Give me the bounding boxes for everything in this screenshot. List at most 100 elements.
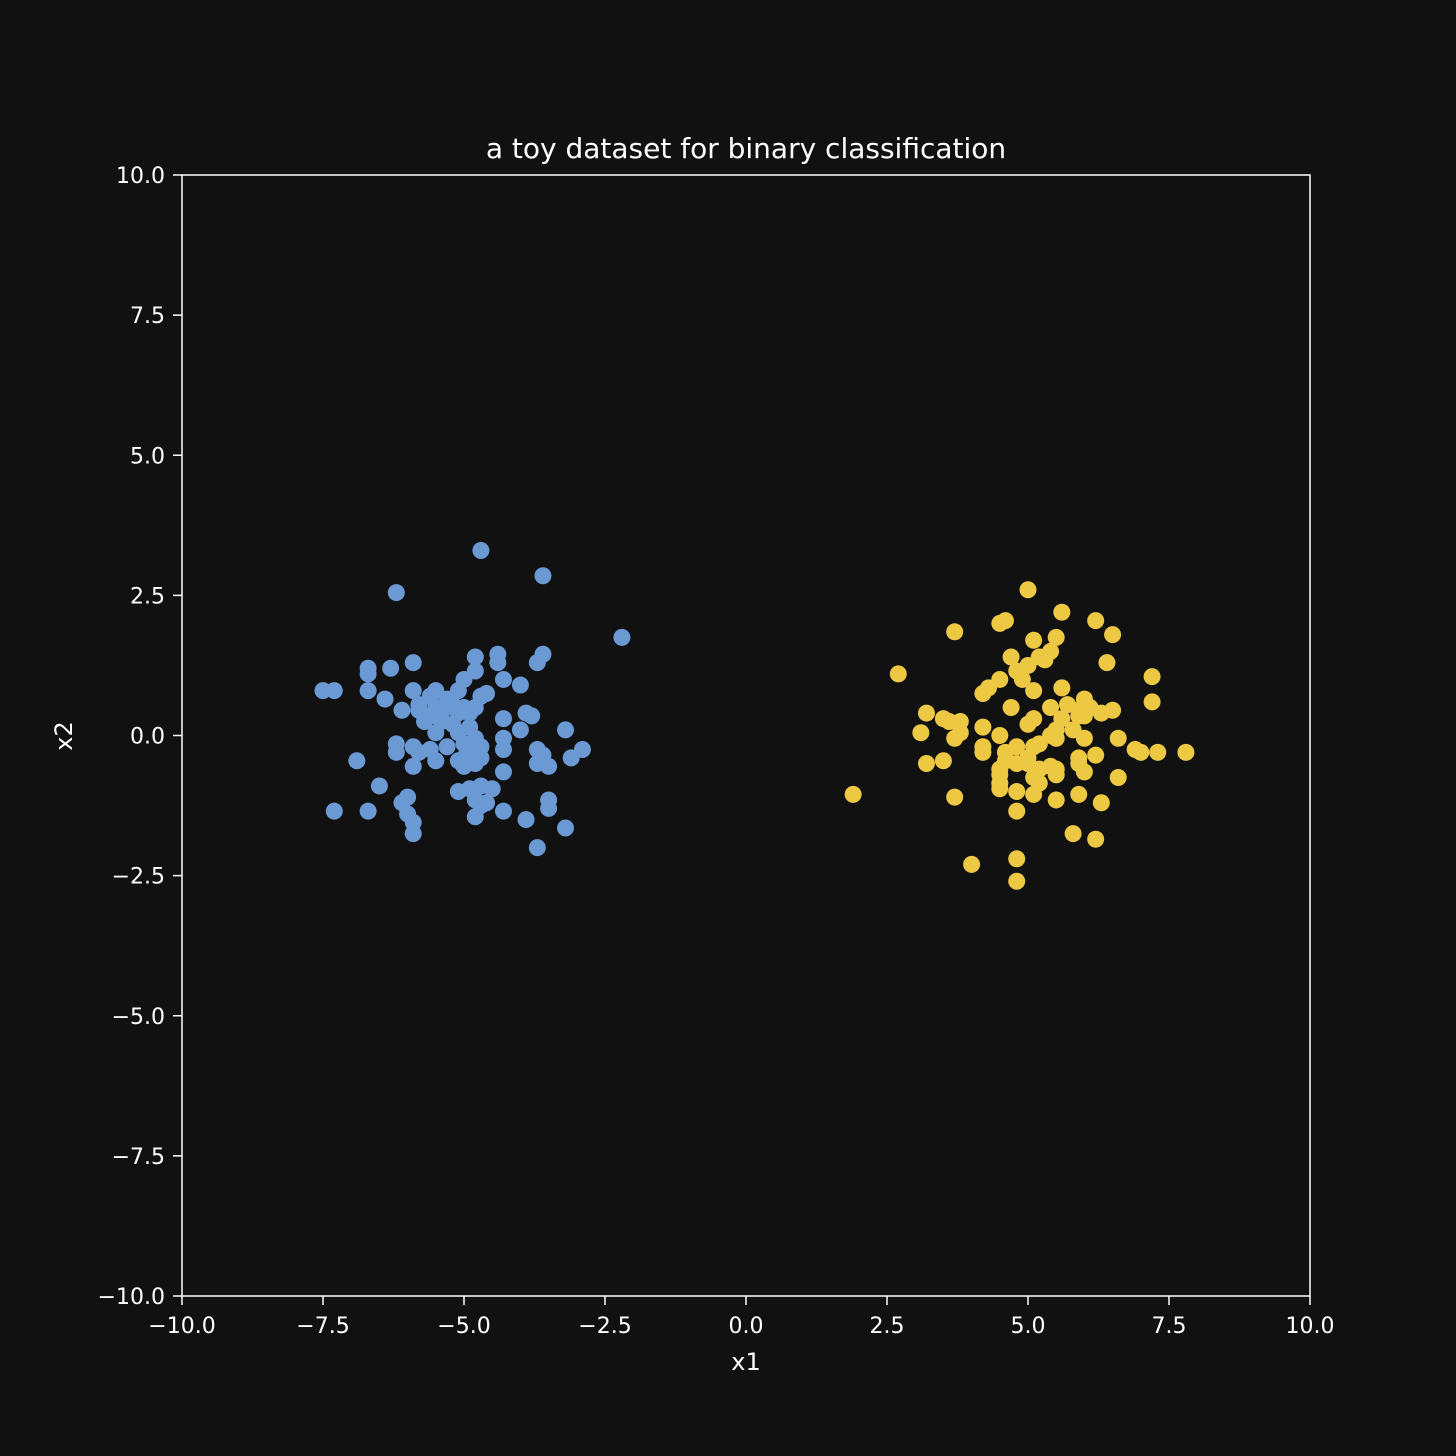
data-point [946,729,964,747]
data-point [1092,794,1110,812]
y-tick-label: −10.0 [98,1285,165,1310]
x-tick-label: 7.5 [1152,1314,1187,1339]
data-point [1019,581,1037,599]
data-point [974,718,992,736]
y-tick-label: 2.5 [130,584,165,609]
data-point [1092,704,1110,722]
data-point [557,721,575,739]
data-point [489,654,507,672]
data-point [1047,766,1065,784]
data-point [393,701,411,719]
data-point [466,755,484,773]
data-point [1087,830,1105,848]
data-point [404,654,422,672]
data-point [912,724,930,742]
x-tick-label: −10.0 [148,1314,215,1339]
chart-title: a toy dataset for binary classification [486,132,1006,165]
data-point [1025,785,1043,803]
data-point [991,780,1009,798]
y-tick-label: 0.0 [130,725,165,750]
data-point [370,777,388,795]
x-tick-label: 0.0 [729,1314,764,1339]
y-tick-label: −2.5 [112,865,165,890]
data-point [1008,783,1026,801]
data-point [1132,743,1150,761]
data-point [472,542,490,560]
data-point [1075,707,1093,725]
data-point [382,659,400,677]
data-point [376,690,394,708]
data-point [1177,743,1195,761]
data-point [562,749,580,767]
x-tick-label: 5.0 [1011,1314,1046,1339]
data-point [613,628,631,646]
data-point [511,721,529,739]
data-point [917,704,935,722]
data-point [1042,698,1060,716]
data-point [1047,729,1065,747]
data-point [1008,850,1026,868]
data-point [466,648,484,666]
data-point [844,785,862,803]
data-point [1019,715,1037,733]
y-tick-label: −7.5 [112,1145,165,1170]
data-point [494,763,512,781]
data-point [348,752,366,770]
data-point [1104,626,1122,644]
data-point [528,839,546,857]
data-point [1013,670,1031,688]
y-tick-label: 5.0 [130,444,165,469]
data-point [991,727,1009,744]
data-point [494,670,512,688]
data-point [540,799,558,817]
x-tick-label: −5.0 [437,1314,490,1339]
data-point [449,783,467,801]
data-point [974,743,992,761]
data-point [934,752,952,770]
y-tick-label: 7.5 [130,304,165,329]
data-point [1075,729,1093,747]
data-point [1143,668,1161,686]
data-point [1053,679,1071,697]
data-point [991,614,1009,632]
y-axis-label: x2 [50,721,78,750]
data-point [1025,631,1043,649]
data-point [483,780,501,798]
x-axis-ticks: −10.0 −7.5 −5.0 −2.5 0.0 2.5 5.0 7.5 10.0 [148,1296,1334,1339]
data-point [523,707,541,725]
data-point [1070,785,1088,803]
data-point [359,665,377,683]
data-point [404,682,422,700]
data-point [946,623,964,641]
data-point [1008,872,1026,890]
data-point [557,819,575,837]
data-point [416,712,434,730]
data-point [1109,769,1127,787]
data-point [1002,648,1020,666]
data-point [1087,612,1105,630]
data-point [325,682,343,700]
data-point [494,710,512,728]
data-point [889,665,907,683]
data-point [466,808,484,826]
data-point [1047,791,1065,809]
x-tick-label: 10.0 [1286,1314,1335,1339]
data-point [1047,628,1065,646]
y-tick-label: 10.0 [116,164,165,189]
data-point [1143,693,1161,711]
data-point [974,684,992,702]
data-point [404,757,422,775]
data-point [461,704,479,722]
data-point [1025,682,1043,700]
data-point [427,752,445,770]
data-point [1075,763,1093,781]
data-point [917,755,935,773]
x-axis-label: x1 [731,1348,760,1376]
data-point [1002,698,1020,716]
data-point [410,743,428,761]
data-point [528,654,546,672]
data-point [359,682,377,700]
